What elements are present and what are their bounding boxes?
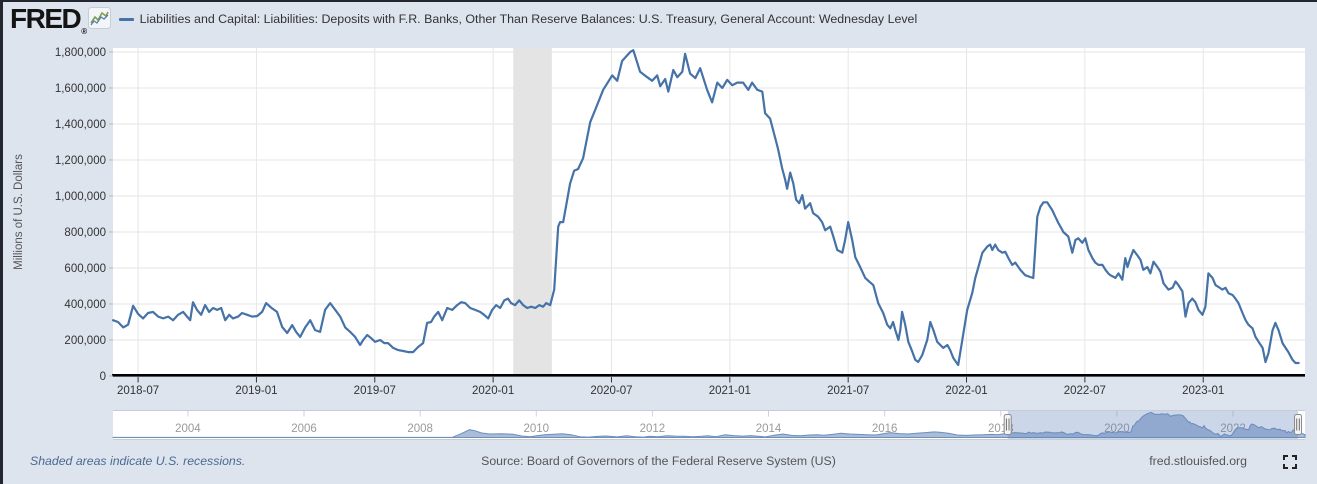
series-line — [111, 49, 1300, 367]
navigator-year-label: 2012 — [640, 423, 666, 435]
navigator-left-handle[interactable] — [1003, 414, 1012, 435]
navigator-year-label: 2006 — [291, 423, 317, 435]
x-tick-label: 2022-01 — [945, 385, 987, 397]
source-text: Source: Board of Governors of the Federa… — [481, 454, 836, 468]
navigator-year-label: 2016 — [872, 423, 898, 435]
x-tick-label: 2019-01 — [235, 385, 277, 397]
navigator-series — [112, 411, 1306, 438]
x-tick-label: 2021-07 — [827, 385, 869, 397]
x-tick-label: 2022-07 — [1064, 385, 1106, 397]
navigator-year-label: 2014 — [756, 423, 782, 435]
x-tick-label: 2019-07 — [354, 385, 396, 397]
series-title: Liabilities and Capital: Liabilities: De… — [139, 12, 918, 26]
recessions-note-link[interactable]: Shaded areas indicate U.S. recessions. — [30, 454, 246, 468]
chart-header: FRED® Liabilities and Capital: Liabiliti… — [10, 2, 917, 36]
navigator-year-label: 2008 — [407, 423, 433, 435]
window-top-edge — [0, 0, 1317, 2]
legend-line-sample — [118, 17, 134, 21]
navigator-year-label: 2004 — [175, 423, 201, 435]
x-tick-label: 2020-01 — [472, 385, 514, 397]
navigator-right-handle[interactable] — [1294, 414, 1303, 435]
y-tick-label: 1,800,000 — [55, 47, 106, 59]
navigator-selected-range[interactable] — [1007, 410, 1299, 440]
y-tick-label: 400,000 — [64, 299, 106, 311]
y-axis-title: Millions of U.S. Dollars — [13, 154, 25, 270]
x-tick-label: 2020-07 — [590, 385, 632, 397]
x-tick-label: 2021-01 — [709, 385, 751, 397]
legend-item[interactable]: Liabilities and Capital: Liabilities: De… — [118, 12, 918, 26]
x-tick-label: 2018-07 — [117, 385, 159, 397]
y-tick-label: 0 — [100, 371, 106, 383]
y-tick-label: 1,600,000 — [55, 83, 106, 95]
y-tick-label: 1,200,000 — [55, 155, 106, 167]
x-tick-label: 2023-01 — [1182, 385, 1224, 397]
y-tick-label: 200,000 — [64, 335, 106, 347]
window-left-edge — [0, 0, 3, 484]
y-tick-label: 1,400,000 — [55, 119, 106, 131]
y-tick-label: 1,000,000 — [55, 191, 106, 203]
recession-band — [513, 48, 552, 376]
fred-sparkline-icon — [87, 6, 111, 34]
site-link[interactable]: fred.stlouisfed.org — [1149, 454, 1247, 468]
fred-logo[interactable]: FRED® — [10, 3, 87, 36]
navigator-year-label: 2010 — [523, 423, 549, 435]
fullscreen-icon[interactable] — [1283, 455, 1297, 469]
registered-mark: ® — [81, 27, 87, 36]
chart-footer: Shaded areas indicate U.S. recessions. S… — [0, 452, 1317, 478]
y-tick-label: 600,000 — [64, 263, 106, 275]
y-tick-label: 800,000 — [64, 227, 106, 239]
